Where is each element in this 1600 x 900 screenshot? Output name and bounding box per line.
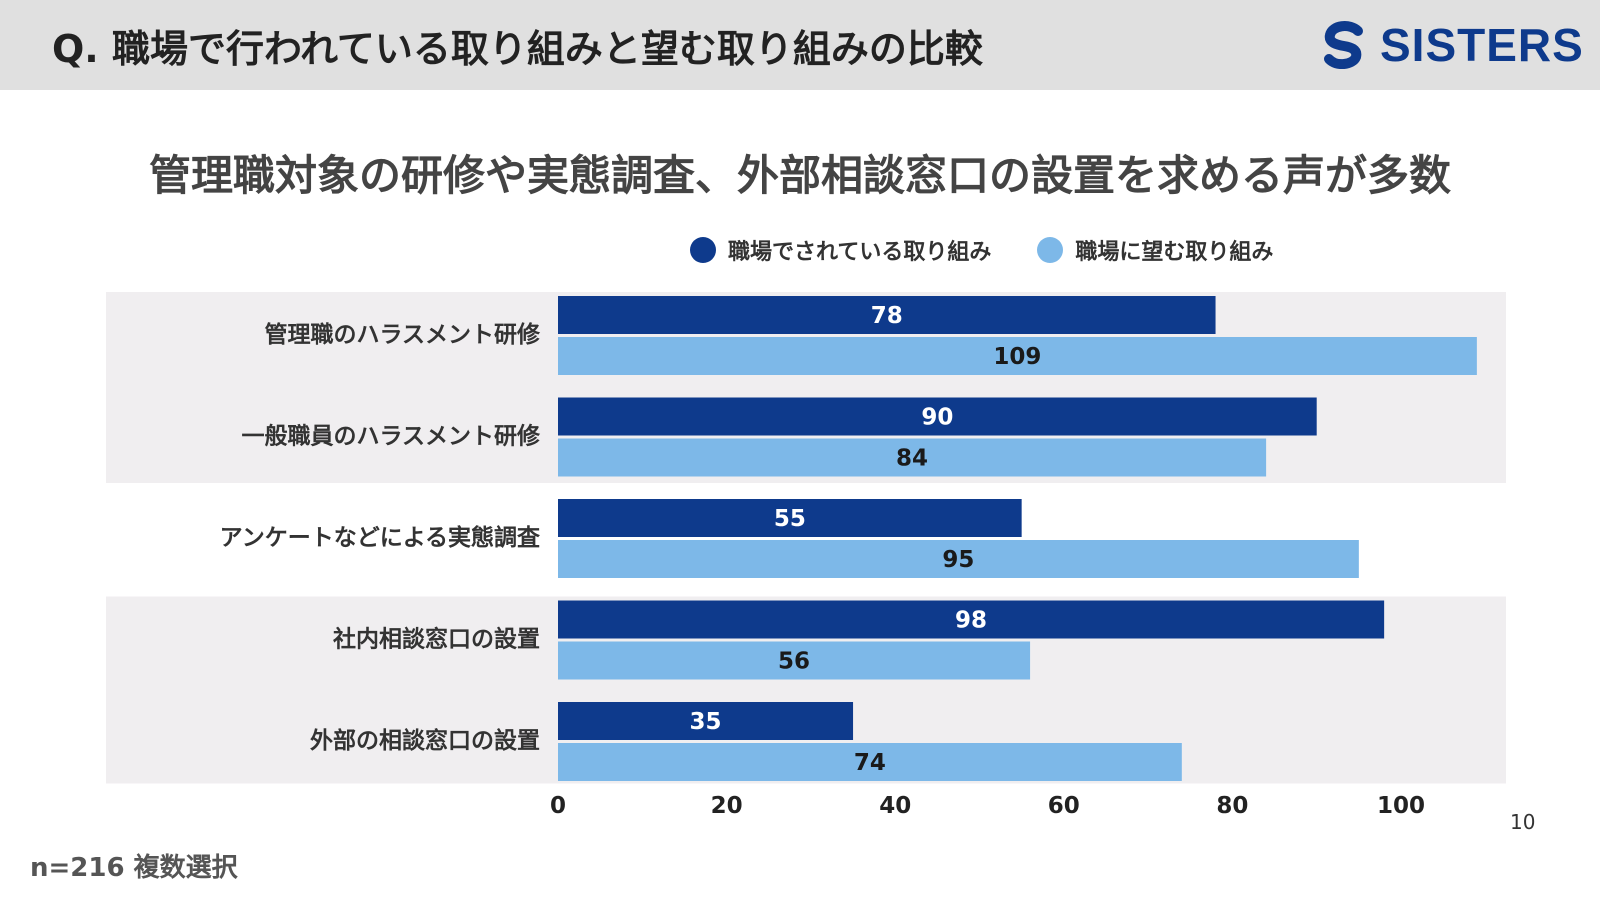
bar [558,702,854,740]
bar [558,397,1317,436]
data-label: 95 [942,547,974,573]
legend-label-current: 職場でされている取り組み [728,240,992,265]
data-label: 35 [690,709,722,735]
data-label: 90 [921,405,953,431]
bar [558,296,1216,334]
x-tick-label: 60 [1048,793,1080,819]
legend-item-desired: 職場に望む取り組み [1037,234,1273,266]
data-label: 55 [774,506,806,532]
category-label: 社内相談窓口の設置 [333,626,540,653]
legend-item-current: 職場でされている取り組み [690,234,991,266]
bar [558,743,1182,781]
chart-legend: 職場でされている取り組み 職場に望む取り組み [690,232,1319,268]
x-tick-label: 100 [1377,793,1425,819]
category-label: 外部の相談窓口の設置 [310,727,540,754]
bar [558,641,1031,680]
legend-label-desired: 職場に望む取り組み [1075,240,1274,265]
brand-name: SISTERS [1380,19,1584,71]
bar [558,438,1267,477]
bar [558,337,1477,375]
page-title: Q. 職場で行われている取り組みと望む取り組みの比較 [52,27,983,71]
x-tick-label: 40 [879,793,911,819]
page-number: 10 [1510,810,1536,834]
data-label: 84 [896,446,928,472]
sisters-logo-icon [1324,21,1363,69]
category-label: 一般職員のハラスメント研修 [241,423,541,450]
bar [558,600,1385,639]
data-label: 109 [993,344,1041,370]
brand-logo: SISTERS [1320,19,1584,71]
x-tick-label: 80 [1216,793,1248,819]
data-label: 56 [778,649,810,675]
bar [558,540,1359,578]
legend-swatch-current [690,237,716,263]
data-label: 98 [955,608,987,634]
x-tick-label: 20 [711,793,743,819]
chart-subtitle: 管理職対象の研修や実態調査、外部相談窓口の設置を求める声が多数 [148,151,1451,200]
legend-swatch-desired [1037,237,1064,263]
bar [558,499,1022,537]
category-label: 管理職のハラスメント研修 [264,321,541,348]
x-tick-label: 0 [550,793,566,819]
category-label: アンケートなどによる実態調査 [220,524,540,551]
sample-note: n=216 複数選択 [30,853,238,883]
data-label: 78 [871,303,903,329]
data-label: 74 [854,750,886,776]
